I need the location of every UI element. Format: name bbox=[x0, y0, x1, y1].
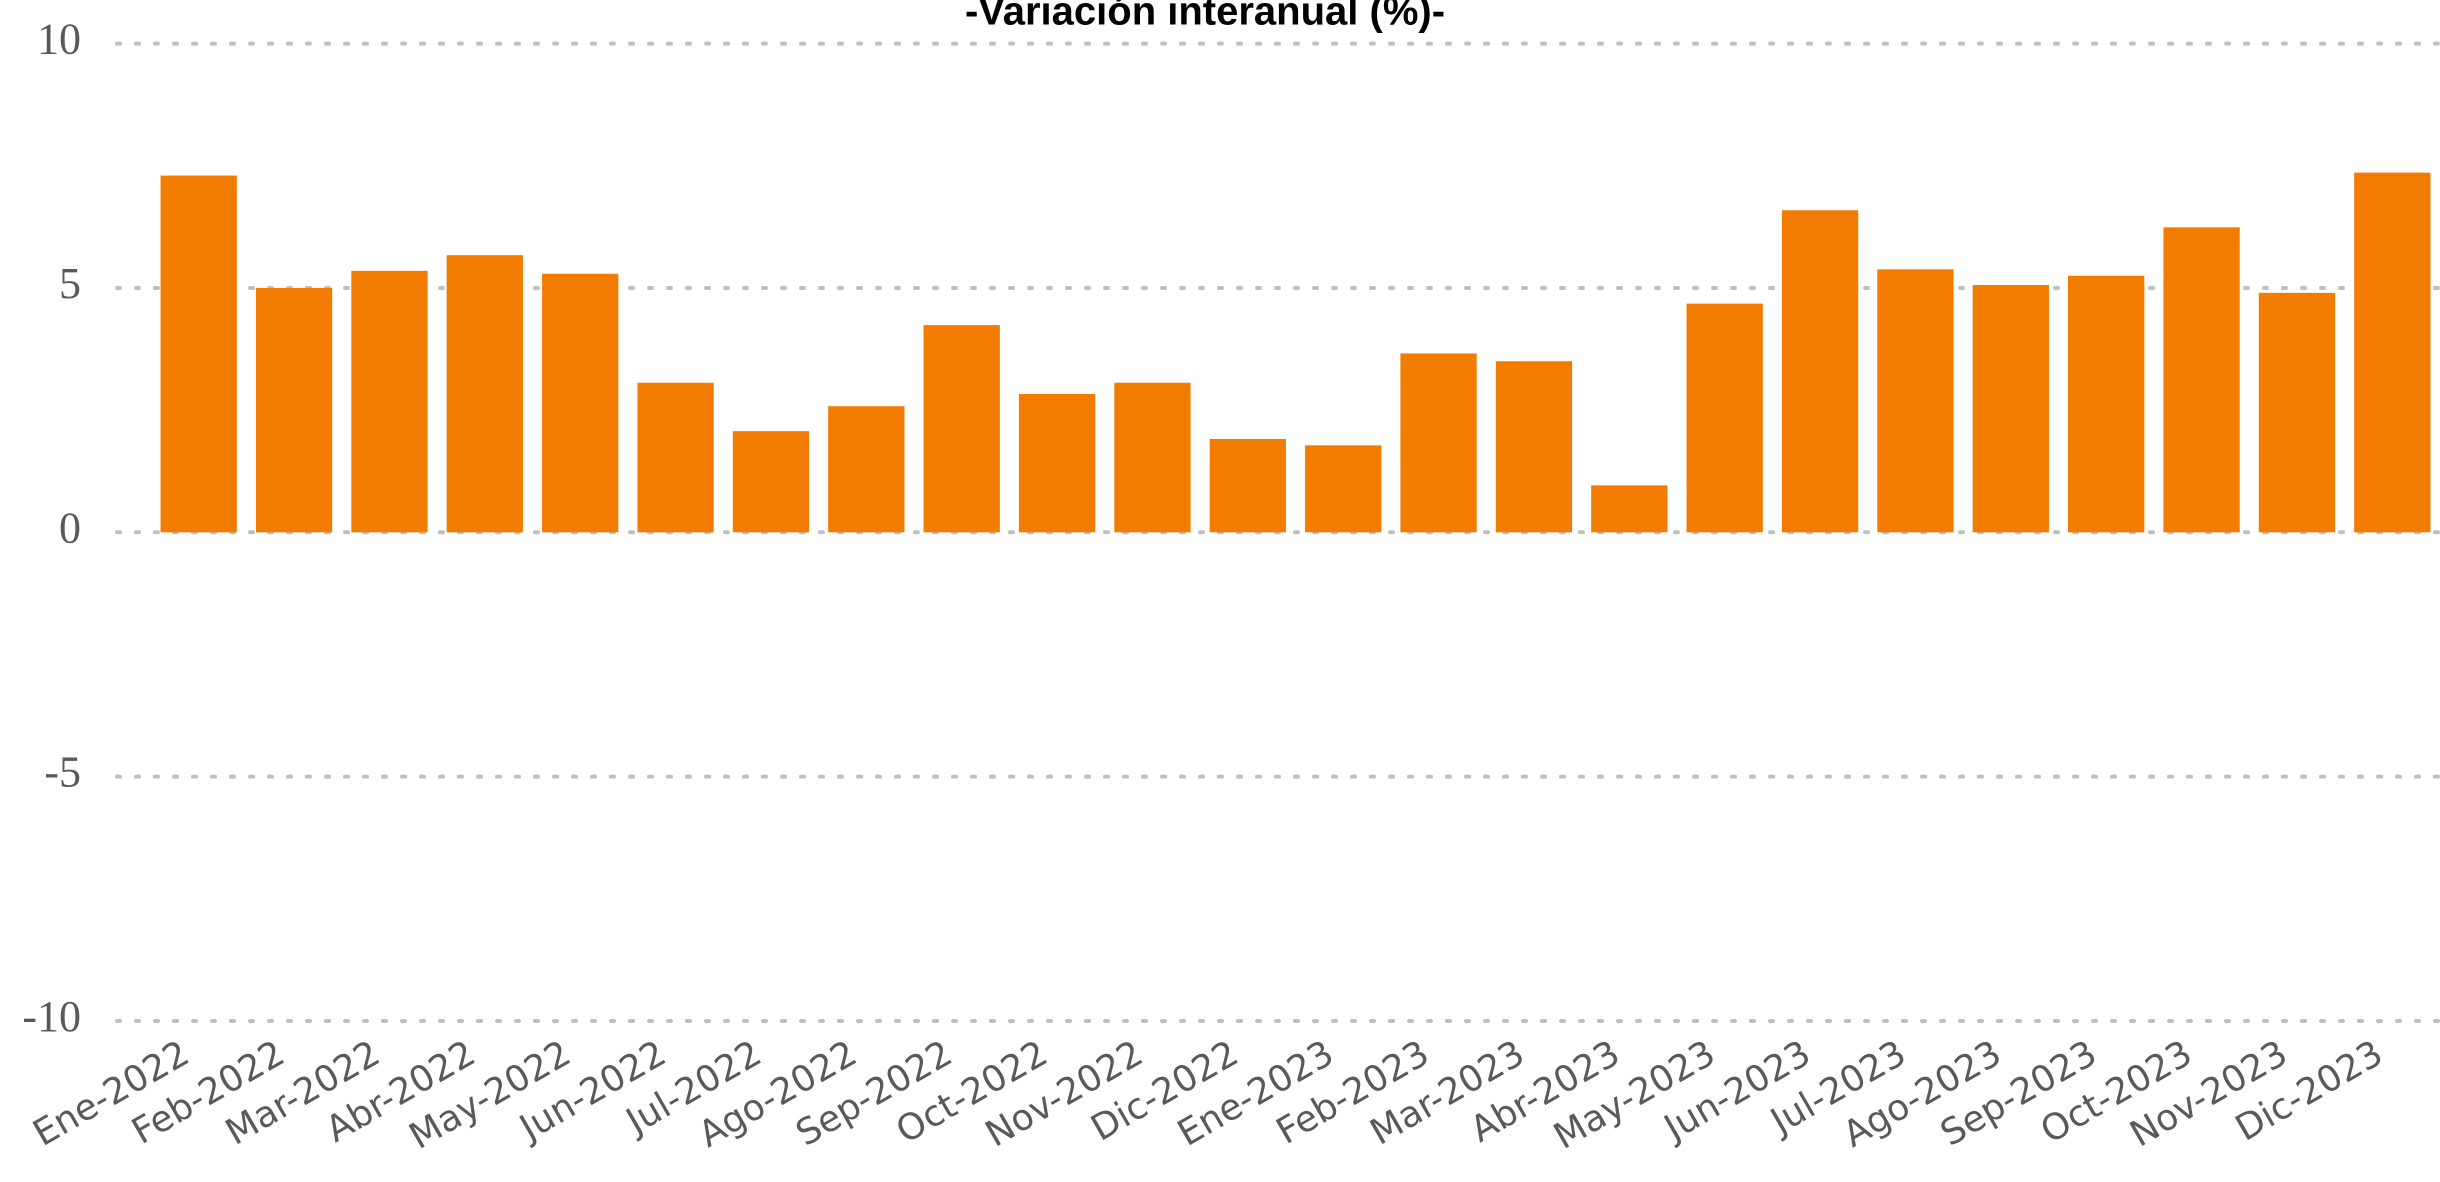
bar bbox=[1686, 303, 1763, 533]
bar bbox=[1209, 438, 1286, 533]
bar bbox=[1591, 485, 1668, 533]
bar bbox=[637, 382, 714, 533]
bar bbox=[1018, 393, 1096, 533]
bar bbox=[1972, 285, 2049, 533]
bar bbox=[351, 270, 428, 533]
bar bbox=[1114, 382, 1191, 533]
bar bbox=[2163, 227, 2240, 533]
bar bbox=[255, 287, 333, 533]
y-tick-label: -10 bbox=[22, 992, 81, 1041]
bar bbox=[2258, 292, 2336, 533]
bar bbox=[1877, 269, 1954, 533]
bar bbox=[1781, 210, 1859, 533]
y-tick-label: 5 bbox=[59, 259, 81, 308]
bar bbox=[446, 255, 523, 533]
y-tick-label: 0 bbox=[59, 503, 81, 552]
bar bbox=[1400, 353, 1477, 533]
bar bbox=[828, 406, 905, 533]
bar bbox=[732, 431, 810, 533]
y-tick-label: 10 bbox=[37, 15, 81, 64]
y-tick-label: -5 bbox=[44, 748, 81, 797]
chart-title: -Variación interanual (%)- bbox=[965, 0, 1445, 34]
bar bbox=[1305, 445, 1382, 533]
bar bbox=[1495, 361, 1573, 533]
bar bbox=[160, 175, 237, 533]
bar bbox=[2354, 172, 2431, 533]
bar bbox=[923, 325, 1000, 533]
bar bbox=[542, 273, 619, 533]
bar bbox=[2068, 275, 2145, 533]
